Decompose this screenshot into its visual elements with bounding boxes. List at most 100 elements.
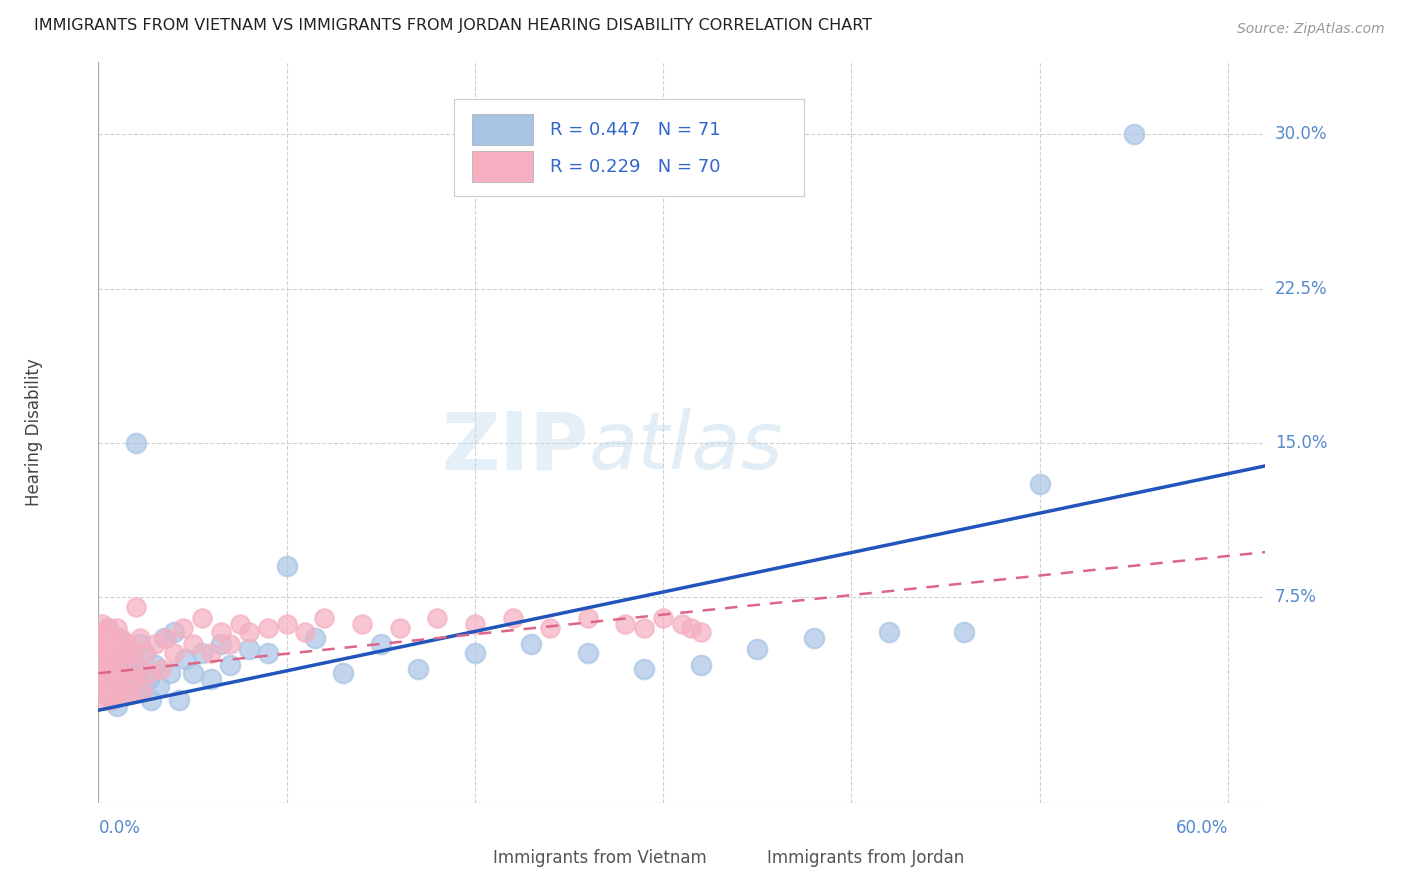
- Point: [200, 673, 222, 687]
- Point: [633, 662, 655, 676]
- Point: [181, 666, 204, 681]
- Point: [103, 637, 125, 651]
- Point: [89, 666, 111, 681]
- Point: [104, 637, 127, 651]
- Point: [576, 611, 599, 625]
- Text: 60.0%: 60.0%: [1175, 819, 1227, 838]
- Point: [143, 637, 166, 651]
- Point: [97, 682, 120, 697]
- Point: [97, 621, 120, 635]
- Point: [149, 662, 172, 676]
- Point: [191, 611, 214, 625]
- Point: [138, 673, 160, 687]
- Point: [91, 616, 114, 631]
- Point: [104, 682, 127, 697]
- Point: [538, 621, 561, 635]
- Point: [200, 646, 222, 660]
- Point: [304, 632, 326, 646]
- Point: [219, 658, 242, 673]
- Point: [131, 682, 153, 697]
- Point: [93, 641, 115, 656]
- Point: [163, 625, 186, 640]
- Point: [94, 641, 117, 656]
- Point: [91, 682, 114, 697]
- Bar: [472, 114, 533, 145]
- Point: [100, 652, 122, 666]
- Point: [219, 637, 242, 651]
- Point: [803, 632, 825, 646]
- Point: [276, 616, 298, 631]
- Point: [104, 662, 127, 676]
- Point: [520, 637, 543, 651]
- Point: [388, 621, 411, 635]
- Point: [127, 662, 149, 676]
- Point: [652, 611, 675, 625]
- Text: R = 0.229   N = 70: R = 0.229 N = 70: [550, 158, 720, 176]
- Point: [110, 652, 132, 666]
- Point: [105, 699, 128, 714]
- Bar: [472, 152, 533, 182]
- Point: [174, 652, 197, 666]
- Text: 30.0%: 30.0%: [1275, 126, 1327, 144]
- Point: [114, 673, 136, 687]
- Point: [108, 646, 131, 660]
- Text: atlas: atlas: [589, 409, 783, 486]
- Point: [1028, 477, 1050, 491]
- Point: [614, 616, 637, 631]
- Point: [89, 632, 111, 646]
- Point: [172, 621, 194, 635]
- Text: Immigrants from Jordan: Immigrants from Jordan: [768, 849, 965, 867]
- Bar: [449, 847, 486, 870]
- Point: [100, 632, 122, 646]
- Point: [148, 679, 170, 693]
- Point: [138, 666, 160, 681]
- Point: [238, 641, 260, 656]
- Text: 7.5%: 7.5%: [1275, 588, 1316, 607]
- Point: [120, 687, 142, 701]
- Point: [143, 658, 166, 673]
- Point: [689, 658, 711, 673]
- Point: [209, 637, 232, 651]
- Point: [97, 666, 120, 681]
- Point: [314, 611, 336, 625]
- Point: [105, 673, 128, 687]
- Point: [91, 641, 114, 656]
- Bar: [454, 99, 804, 195]
- Point: [117, 637, 139, 651]
- Point: [108, 666, 131, 681]
- Point: [139, 693, 162, 707]
- Point: [120, 687, 142, 701]
- Text: Hearing Disability: Hearing Disability: [25, 359, 44, 507]
- Point: [103, 666, 125, 681]
- Point: [122, 673, 145, 687]
- Point: [115, 641, 138, 656]
- Point: [103, 646, 125, 660]
- Point: [105, 621, 128, 635]
- Point: [110, 682, 132, 697]
- Point: [110, 632, 132, 646]
- Point: [181, 637, 204, 651]
- Point: [155, 632, 177, 646]
- Point: [464, 646, 486, 660]
- Point: [93, 693, 115, 707]
- Point: [117, 666, 139, 681]
- Point: [93, 673, 115, 687]
- Point: [209, 625, 232, 640]
- Point: [100, 673, 122, 687]
- Point: [94, 632, 117, 646]
- Point: [127, 666, 149, 681]
- Point: [93, 652, 115, 666]
- Point: [94, 687, 117, 701]
- Point: [576, 646, 599, 660]
- Text: 22.5%: 22.5%: [1275, 280, 1327, 298]
- Point: [464, 616, 486, 631]
- Point: [97, 646, 120, 660]
- Point: [128, 637, 150, 651]
- Point: [689, 625, 711, 640]
- Point: [131, 682, 153, 697]
- Point: [104, 662, 127, 676]
- Point: [98, 662, 121, 676]
- Point: [238, 625, 260, 640]
- Point: [426, 611, 449, 625]
- Point: [114, 652, 136, 666]
